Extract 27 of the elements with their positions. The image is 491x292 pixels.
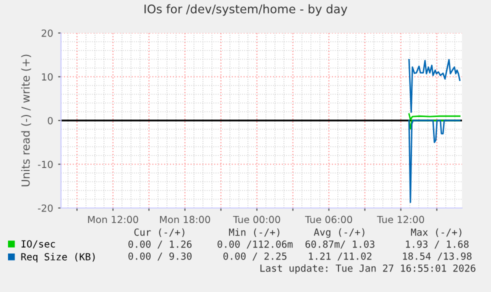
text: 18.54 /13.98	[403, 252, 472, 261]
text: Avg (-/+)	[314, 228, 364, 238]
text: Last update: Tue Jan 27 16:55:01 2026	[260, 264, 476, 274]
y-tick-label: 10	[42, 73, 53, 81]
y-axis-title: Units read (-) / write (+)	[21, 54, 32, 186]
text: Cur (-/+)	[134, 228, 184, 237]
text: 0.00 / 1.26	[128, 240, 192, 249]
text: 1.21 /11.02	[308, 252, 372, 261]
y-tick-label: -20	[38, 204, 53, 212]
text: Max (-/+)	[411, 228, 462, 237]
text: 60.87m/ 1.03	[306, 240, 374, 249]
x-tick-label: Tue 00:00	[233, 216, 280, 224]
x-tick-label: Tue 06:00	[304, 216, 352, 224]
y-tick-label: 20	[42, 29, 53, 37]
chart-title: IOs for /dev/system/home - by day	[144, 4, 348, 16]
text: 0.00 / 2.25	[223, 252, 286, 261]
legend-label: Req Size (KB)	[21, 252, 95, 262]
x-tick-label: Mon 12:00	[88, 216, 138, 224]
y-tick-label: -10	[38, 160, 53, 168]
x-tick-label: Tue 12:00	[376, 216, 424, 224]
text: Min (-/+)	[229, 228, 280, 237]
y-tick-label: 0	[48, 116, 53, 124]
legend-label: IO/sec	[22, 240, 55, 248]
text: 1.93 / 1.68	[406, 240, 469, 249]
text: 0.00 / 9.30	[128, 252, 192, 261]
x-tick-label: Mon 18:00	[160, 216, 210, 224]
text: 0.00 /112.06m	[218, 240, 293, 249]
